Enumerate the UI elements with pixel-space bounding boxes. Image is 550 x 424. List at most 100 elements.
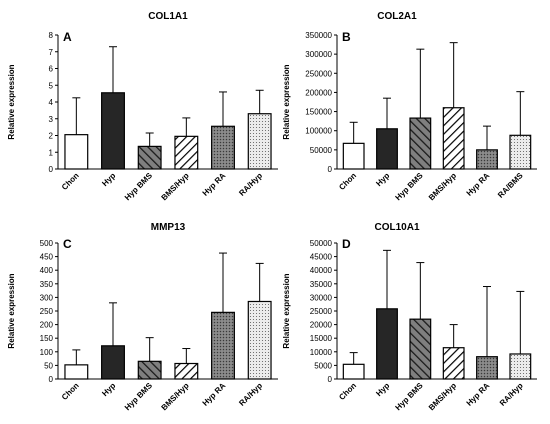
y-tick-label: 30000	[310, 293, 333, 302]
panel-c-title: MMP13	[151, 222, 186, 233]
bar	[137, 145, 162, 170]
category-label: Hyp RA	[201, 381, 228, 408]
panel-d-label: D	[342, 237, 351, 251]
bar	[509, 134, 532, 170]
bar	[174, 135, 199, 170]
category-label: Hyp	[100, 171, 117, 188]
category-label: Hyp	[100, 381, 117, 398]
bar	[476, 356, 498, 380]
y-tick-label: 200	[40, 321, 54, 330]
y-tick-label: 35000	[310, 280, 333, 289]
bar	[247, 300, 272, 380]
category-label: BMS/Hyp	[160, 171, 191, 202]
panel-d-title: COL10A1	[374, 222, 419, 233]
y-tick-label: 100	[40, 348, 54, 357]
y-tick-label: 50	[44, 361, 53, 370]
y-tick-label: 0	[49, 165, 54, 174]
panel-a-y-axis-label: Relative expression	[7, 64, 16, 139]
bar	[247, 113, 272, 170]
panel-b-y-axis-label: Relative expression	[282, 64, 291, 139]
bar	[174, 362, 199, 380]
bar	[342, 142, 365, 170]
category-label: BMS/Hyp	[427, 171, 458, 202]
panel-c-y-axis-label: Relative expression	[7, 273, 16, 348]
category-label: RA/BMS	[496, 171, 525, 200]
y-tick-label: 50000	[310, 239, 333, 248]
category-label: Hyp	[374, 381, 391, 398]
bar	[101, 345, 125, 380]
bar	[409, 117, 432, 170]
category-label: Chon	[60, 171, 81, 192]
y-tick-label: 2	[49, 132, 54, 141]
category-label: Chon	[337, 381, 358, 402]
panel-b-axes: 0 50000 100000 150000 200000 250000 300000 3500…	[305, 31, 537, 202]
panel-d: COL10A1 D Relative expression 0 5000 10000…	[282, 222, 537, 412]
y-tick-label: 100000	[305, 127, 332, 136]
y-tick-label: 10000	[310, 348, 333, 357]
bar	[509, 353, 532, 380]
panel-c-label: C	[63, 237, 72, 251]
y-tick-label: 250000	[305, 69, 332, 78]
y-tick-label: 8	[49, 31, 54, 40]
y-tick-label: 50000	[310, 146, 333, 155]
y-tick-label: 5	[49, 81, 54, 90]
category-label: Hyp RA	[201, 171, 228, 198]
panel-c-axes: 0 50 100 150 200 250 300 350 400 450 500 Chon Hyp Hyp…	[40, 239, 278, 412]
bar	[442, 347, 465, 380]
bar	[64, 364, 89, 380]
y-tick-label: 40000	[310, 266, 333, 275]
y-tick-label: 250	[40, 307, 54, 316]
category-label: Hyp RA	[465, 171, 492, 198]
category-label: Hyp BMS	[394, 171, 426, 203]
bar	[101, 92, 125, 170]
y-tick-label: 350000	[305, 31, 332, 40]
category-label: RA/Hyp	[237, 171, 264, 198]
category-label: Hyp BMS	[394, 381, 426, 413]
y-tick-label: 15000	[310, 334, 333, 343]
category-label: Chon	[60, 381, 81, 402]
bar	[137, 360, 162, 380]
category-label: Hyp RA	[465, 381, 492, 408]
category-label: RA/Hyp	[237, 381, 264, 408]
panel-b-label: B	[342, 30, 351, 44]
y-tick-label: 0	[328, 165, 333, 174]
y-tick-label: 5000	[314, 361, 332, 370]
category-label: RA/Hyp	[498, 381, 525, 408]
y-tick-label: 150	[40, 334, 54, 343]
panel-b-title: COL2A1	[377, 11, 417, 22]
y-tick-label: 300000	[305, 50, 332, 59]
y-tick-label: 25000	[310, 307, 333, 316]
bar	[376, 128, 398, 170]
bar	[376, 308, 398, 380]
bar	[476, 149, 498, 170]
bar	[442, 107, 465, 170]
category-label: BMS/Hyp	[427, 381, 458, 412]
bar	[211, 125, 235, 170]
category-label: Hyp BMS	[123, 381, 155, 413]
panel-a-axes: 0 1 2 3 4 5 6 7 8 Chon Hyp Hyp BMS BMS/Hyp Hyp RA RA/H…	[49, 31, 278, 202]
panel-a: COL1A1 A Relative expression 0 1 2 3 4 5 6 7 8 Ch…	[7, 11, 278, 202]
y-tick-label: 0	[328, 375, 333, 384]
category-label: Hyp	[374, 171, 391, 188]
y-tick-label: 6	[49, 65, 54, 74]
bar	[342, 363, 365, 380]
y-tick-label: 350	[40, 280, 54, 289]
panel-b: COL2A1 B Relative expression 0 50000 10000…	[282, 11, 537, 202]
category-label: Chon	[337, 171, 358, 192]
y-tick-label: 0	[49, 375, 54, 384]
category-label: Hyp BMS	[123, 171, 155, 203]
y-tick-label: 1	[49, 148, 54, 157]
y-tick-label: 20000	[310, 321, 333, 330]
y-tick-label: 4	[49, 98, 54, 107]
y-tick-label: 400	[40, 266, 54, 275]
panel-d-y-axis-label: Relative expression	[282, 273, 291, 348]
y-tick-label: 150000	[305, 108, 332, 117]
y-tick-label: 300	[40, 293, 54, 302]
category-label: BMS/Hyp	[160, 381, 191, 412]
y-tick-label: 500	[40, 239, 54, 248]
bar	[211, 311, 235, 380]
y-tick-label: 200000	[305, 88, 332, 97]
bar	[409, 318, 432, 380]
y-tick-label: 7	[49, 48, 54, 57]
